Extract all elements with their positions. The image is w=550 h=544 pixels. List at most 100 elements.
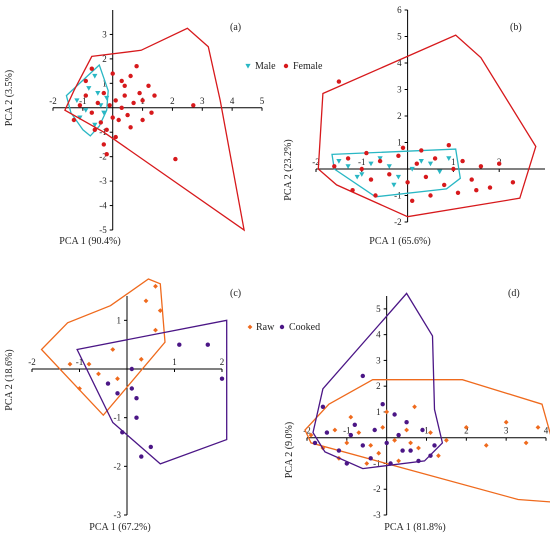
panel-c-cooked-point [139, 454, 144, 459]
panel-b-male-point [437, 169, 443, 175]
panel-b-female-point [336, 79, 342, 84]
panel-a-female-point [104, 127, 109, 132]
panel-b-female-point [373, 193, 378, 198]
panel-d-raw-point [523, 440, 529, 446]
panel-a-female-point [140, 117, 145, 123]
panel-a-y-tick-label: -3 [99, 176, 107, 186]
panel-a-female-point [122, 93, 127, 98]
panel-d-cooked-point [408, 448, 413, 453]
panel-c-label: (c) [230, 288, 241, 299]
panel-d-y-tick-label: 5 [376, 304, 381, 314]
panel-b-female-point [400, 145, 406, 150]
panel-b-female-point [345, 156, 351, 161]
panel-d-cooked-point [404, 420, 409, 425]
panel-a: (a) PCA 2 (3.5%) PCA 1 (90.4%) Male Fema… [4, 10, 323, 247]
panel-b-female-point [510, 180, 516, 185]
panel-a-legend-male-marker [245, 63, 251, 69]
panel-d-cooked-point [360, 443, 365, 448]
panel-b-male-point [336, 159, 342, 164]
panel-a-female-point [107, 103, 112, 108]
panel-a-y-tick-label: -4 [99, 201, 107, 211]
panel-c-legend-raw-label: Raw [256, 322, 275, 333]
panel-a-female-point [89, 110, 95, 115]
panel-b: (b) PCA 2 (23.2%) PCA 1 (65.6%) -2 -1 1 2 -2… [283, 5, 545, 247]
panel-b-female-point [478, 164, 484, 169]
panel-a-x-tick-label: -2 [49, 96, 57, 106]
panel-b-male-point [359, 172, 365, 177]
panel-b-female-point [474, 188, 479, 193]
panel-d-cooked-point [428, 453, 433, 458]
panel-a-female-point [89, 66, 95, 71]
panel-b-female-point [350, 188, 355, 193]
panel-d-raw-point [463, 425, 469, 430]
panel-b-female-point [359, 166, 364, 172]
panel-d-raw-point [348, 414, 354, 420]
panel-c-raw-hull [40, 278, 166, 417]
panel-b-female-point [332, 164, 337, 169]
panel-d-raw-point [535, 425, 541, 430]
panel-b-female-point [446, 143, 451, 148]
panel-b-male-point [368, 161, 374, 167]
panel-a-x-axis-title: PCA 1 (90.4%) [59, 236, 120, 247]
panel-d-raw-point [412, 404, 417, 410]
panel-a-male-point [86, 86, 92, 91]
panel-a-y-tick-label: 2 [102, 54, 107, 64]
panel-b-male-point [386, 164, 392, 169]
panel-a-female-point [83, 78, 89, 84]
panel-b-male-point [395, 174, 401, 180]
panel-b-female-point [442, 182, 447, 188]
panel-c-y-axis-title: PCA 2 (18.6%) [4, 349, 15, 410]
panel-c-legend-raw-marker [247, 324, 253, 330]
panel-a-female-point [113, 134, 118, 140]
panel-b-x-tick-label: -2 [312, 157, 320, 167]
panel-b-female-point [405, 180, 410, 185]
panel-d-raw-point [396, 458, 401, 464]
panel-a-female-point [95, 100, 101, 106]
panel-c-raw-point [86, 361, 92, 367]
panel-a-female-point [149, 110, 154, 115]
panel-b-female-point [377, 158, 383, 164]
panel-a-male-point [77, 115, 83, 121]
panel-d-cooked-point [388, 461, 393, 466]
panel-c-cooked-point [177, 342, 182, 347]
panel-c-cooked-point [115, 391, 120, 396]
panel-b-female-point [469, 177, 474, 182]
panel-d-raw-point [376, 450, 382, 456]
panel-d-cooked-point [348, 432, 353, 438]
panel-d-raw-point [344, 440, 350, 446]
panel-c-cooked-point [219, 376, 225, 381]
panel-a-female-point [131, 100, 136, 106]
panel-b-x-axis-title: PCA 1 (65.6%) [369, 236, 430, 247]
panel-c-cooked-point [148, 444, 153, 450]
panel-a-x-tick-label: 2 [170, 96, 175, 106]
panel-c-x-tick-label: 1 [172, 357, 177, 367]
panel-d-x-tick-label: 2 [464, 426, 469, 436]
panel-d-raw-point [483, 443, 489, 448]
panel-c-x-tick-label: -2 [28, 357, 36, 367]
panel-d-cooked-hull [312, 292, 444, 470]
panel-c-legend: Raw Cooked [256, 322, 320, 333]
panel-d-y-tick-label: 4 [376, 330, 381, 340]
panel-c-cooked-hull [76, 319, 228, 465]
panel-b-y-tick-label: 6 [397, 5, 402, 15]
panel-a-female-point [119, 105, 124, 111]
panel-d-y-tick-label: -2 [373, 484, 381, 494]
panel-d-raw-point [368, 443, 374, 448]
panel-c-raw-point [67, 361, 73, 367]
panel-b-female-point [460, 158, 465, 164]
panel-b-label: (b) [510, 22, 522, 33]
panel-c-cooked-point [105, 381, 111, 386]
panel-b-female-point [432, 156, 438, 161]
panel-d-x-tick-label: 3 [504, 426, 509, 436]
panel-a-female-point [110, 115, 115, 120]
panel-d-x-axis-title: PCA 1 (81.8%) [384, 522, 445, 533]
panel-d-cooked-point [372, 427, 377, 433]
panel-d-raw-point [308, 432, 314, 438]
panel-c-cooked-point [134, 396, 139, 401]
panel-d-x-tick-label: 4 [544, 426, 549, 436]
panel-b-male-point [377, 156, 383, 161]
panel-b-y-tick-label: 5 [397, 32, 402, 42]
panel-d-raw-point [436, 453, 441, 459]
panel-a-y-tick-label: -2 [99, 152, 107, 162]
